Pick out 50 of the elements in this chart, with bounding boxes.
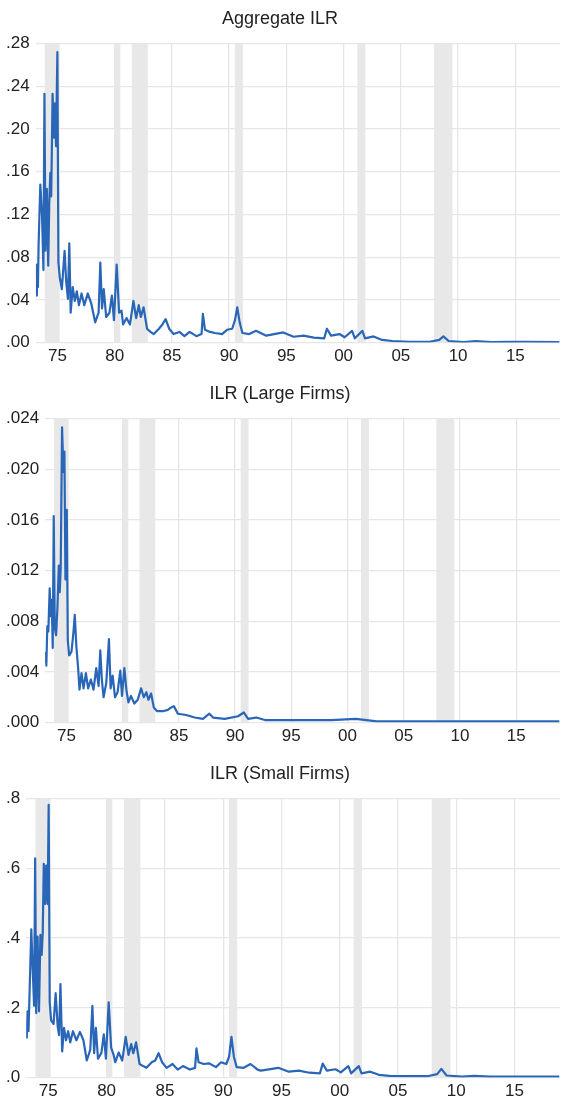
y-tick-label: .04 <box>5 289 30 309</box>
y-tick-label: .016 <box>5 509 40 529</box>
y-tick-label: .008 <box>5 610 40 630</box>
chart-title: Aggregate ILR <box>221 7 339 28</box>
x-tick-label: 90 <box>219 346 239 366</box>
y-tick-label: .24 <box>5 76 30 95</box>
x-tick-label: 15 <box>506 726 526 746</box>
x-tick-label: 80 <box>105 346 125 366</box>
x-tick-label: 85 <box>169 726 189 746</box>
x-tick-label: 75 <box>38 1081 58 1101</box>
y-tick-label: .12 <box>5 204 30 224</box>
y-tick-label: .004 <box>5 661 40 681</box>
x-tick-label: 05 <box>391 346 411 366</box>
y-tick-label: .16 <box>5 161 30 181</box>
x-tick-label: 90 <box>225 726 245 746</box>
y-tick-label: .28 <box>5 33 30 53</box>
y-tick-label: .20 <box>5 118 30 138</box>
chart-title: ILR (Large Firms) <box>209 382 351 403</box>
chart-title: ILR (Small Firms) <box>210 762 350 783</box>
x-tick-label: 95 <box>276 346 296 366</box>
y-tick-label: .020 <box>5 458 40 478</box>
y-tick-label: .024 <box>5 408 40 428</box>
x-tick-label: 95 <box>281 726 301 746</box>
x-tick-label: 00 <box>334 346 354 366</box>
y-tick-label: .00 <box>5 332 30 352</box>
x-tick-label: 95 <box>271 1081 291 1101</box>
x-tick-label: 00 <box>338 726 357 746</box>
y-tick-label: .4 <box>5 927 21 947</box>
x-tick-label: 10 <box>446 1081 466 1101</box>
y-tick-label: .012 <box>5 560 40 580</box>
y-tick-label: .2 <box>5 997 21 1017</box>
x-tick-label: 15 <box>505 346 525 366</box>
x-tick-label: 10 <box>450 726 470 746</box>
x-tick-label: 90 <box>213 1081 233 1101</box>
y-tick-label: .08 <box>5 246 30 266</box>
x-tick-label: 75 <box>47 346 67 366</box>
x-tick-label: 85 <box>155 1081 175 1101</box>
x-tick-label: 80 <box>113 726 133 746</box>
x-tick-label: 00 <box>330 1081 350 1101</box>
x-tick-label: 75 <box>56 726 76 746</box>
y-tick-label: .000 <box>5 712 40 732</box>
y-tick-label: .6 <box>5 858 21 878</box>
x-tick-label: 05 <box>394 726 414 746</box>
x-tick-label: 85 <box>162 346 182 366</box>
x-tick-label: 10 <box>448 346 468 366</box>
x-tick-label: 15 <box>505 1081 524 1101</box>
x-tick-label: 80 <box>97 1081 117 1101</box>
x-tick-label: 05 <box>388 1081 408 1101</box>
y-tick-label: .8 <box>5 788 21 808</box>
y-tick-label: .0 <box>5 1067 21 1087</box>
